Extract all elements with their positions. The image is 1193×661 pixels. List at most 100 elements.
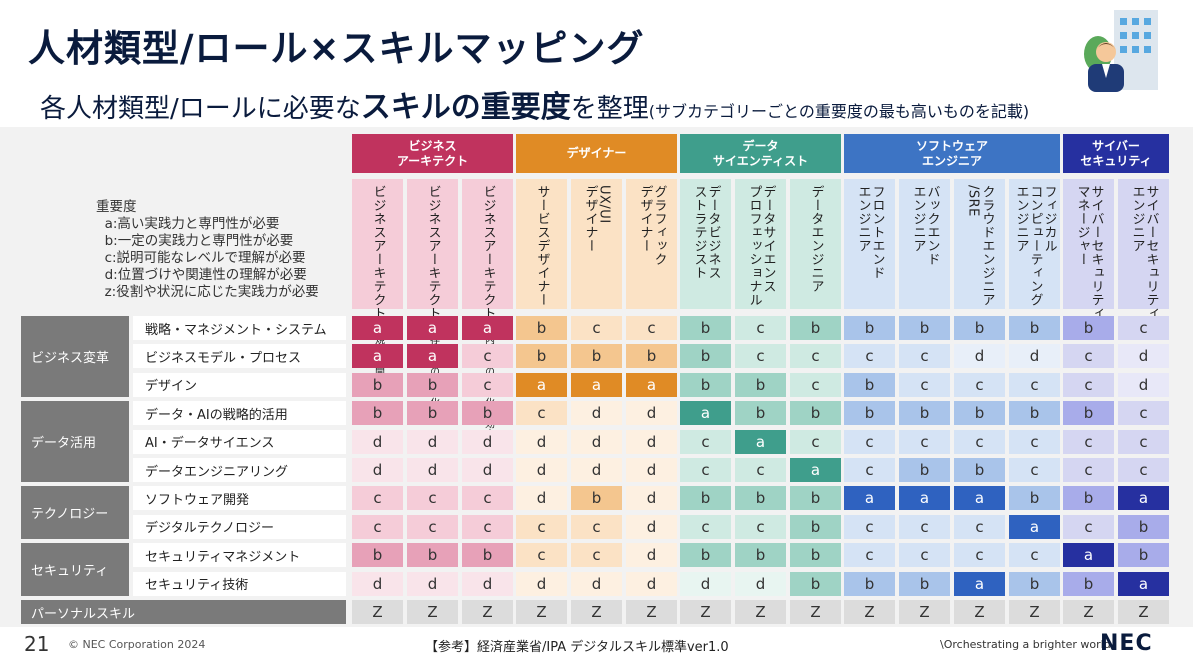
skill-group: データ活用	[21, 401, 129, 483]
brand-tagline: \Orchestrating a brighter world	[940, 638, 1111, 651]
legend-line: c:説明可能なレベルで理解が必要	[96, 250, 306, 266]
legend-line: z:役割や状況に応じた実践力が必要	[96, 284, 319, 300]
importance-cell: d	[516, 486, 567, 511]
importance-cell: c	[1063, 372, 1114, 397]
subtitle-note: (サブカテゴリーごとの重要度の最も高いものを記載)	[648, 102, 1030, 121]
role-label: フィジカル コンピューティング エンジニア	[1013, 185, 1057, 307]
importance-cell: b	[462, 401, 513, 426]
personal-skill-cell: Z	[1009, 600, 1060, 624]
importance-cell: c	[462, 344, 513, 369]
importance-cell: a	[1063, 543, 1114, 568]
importance-cell: b	[1063, 401, 1114, 426]
role-label: データエンジニア	[808, 185, 824, 293]
skill-label: セキュリティマネジメント	[133, 543, 346, 568]
importance-cell: a	[899, 486, 950, 511]
role-title: フロントエンド エンジニア	[855, 185, 885, 280]
role-header: サイバーセキュリティ エンジニア	[1118, 179, 1169, 320]
role-label: グラフィック デザイナー	[638, 185, 667, 266]
personal-skill-cell: Z	[626, 600, 677, 624]
skill-label: 戦略・マネジメント・システム	[133, 316, 346, 340]
personal-skill-cell: Z	[790, 600, 841, 624]
importance-cell: c	[1063, 344, 1114, 369]
importance-cell: c	[790, 372, 841, 397]
importance-cell: b	[844, 401, 895, 426]
importance-cell: c	[954, 429, 1005, 454]
role-label: サイバーセキュリティ マネージャー	[1074, 185, 1104, 320]
importance-cell: b	[899, 458, 950, 482]
role-label: サイバーセキュリティ エンジニア	[1129, 185, 1159, 320]
importance-cell: c	[352, 514, 403, 539]
importance-cell: b	[735, 486, 786, 511]
category-header: サイバー セキュリティ	[1063, 134, 1169, 173]
importance-cell: c	[1063, 429, 1114, 454]
importance-cell: a	[735, 429, 786, 454]
importance-cell: d	[626, 543, 677, 568]
copyright: © NEC Corporation 2024	[68, 638, 206, 651]
importance-cell: b	[1063, 316, 1114, 340]
importance-legend: 重要度 a:高い実践力と専門性が必要 b:一定の実践力と専門性が必要 c:説明可…	[96, 199, 319, 301]
personal-skill-cell: Z	[899, 600, 950, 624]
importance-cell: b	[1009, 571, 1060, 596]
importance-cell: c	[462, 372, 513, 397]
importance-cell: c	[844, 429, 895, 454]
importance-cell: d	[626, 571, 677, 596]
importance-cell: d	[352, 429, 403, 454]
importance-cell: c	[516, 543, 567, 568]
importance-cell: b	[407, 543, 458, 568]
importance-cell: c	[790, 344, 841, 369]
role-label: クラウドエンジニア /SRE	[966, 185, 995, 307]
importance-cell: c	[899, 429, 950, 454]
role-title: サイバーセキュリティ マネージャー	[1074, 185, 1104, 320]
importance-cell: b	[462, 543, 513, 568]
importance-cell: b	[407, 372, 458, 397]
importance-cell: c	[899, 344, 950, 369]
importance-cell: a	[352, 316, 403, 340]
subtitle-emphasis: スキルの重要度	[360, 90, 571, 125]
importance-cell: b	[844, 316, 895, 340]
category-header: データ サイエンティスト	[680, 134, 841, 173]
role-title: データサイエンス プロフェッショナル	[746, 185, 776, 307]
importance-cell: b	[407, 401, 458, 426]
personal-skill-cell: Z	[844, 600, 895, 624]
importance-cell: d	[626, 458, 677, 482]
importance-cell: c	[844, 344, 895, 369]
importance-cell: d	[1009, 344, 1060, 369]
importance-cell: c	[954, 514, 1005, 539]
personal-skill-cell: Z	[407, 600, 458, 624]
importance-cell: b	[954, 316, 1005, 340]
role-label: データビジネス ストラテジスト	[691, 185, 721, 280]
role-header: クラウドエンジニア /SRE	[954, 179, 1005, 309]
importance-cell: c	[680, 429, 731, 454]
importance-cell: b	[1009, 401, 1060, 426]
importance-cell: b	[680, 543, 731, 568]
category-header: デザイナー	[516, 134, 677, 173]
role-label: バックエンド エンジニア	[911, 185, 940, 266]
importance-cell: b	[954, 458, 1005, 482]
importance-cell: c	[516, 401, 567, 426]
category-header: ビジネス アーキテクト	[352, 134, 513, 173]
importance-cell: a	[462, 316, 513, 340]
role-title: サイバーセキュリティ エンジニア	[1129, 185, 1159, 320]
nec-logo: NEC	[1100, 631, 1153, 656]
importance-cell: c	[407, 514, 458, 539]
role-title: データビジネス ストラテジスト	[691, 185, 721, 280]
importance-cell: b	[790, 401, 841, 426]
importance-cell: b	[680, 486, 731, 511]
subtitle-part3: を整理	[570, 94, 649, 124]
skill-label: ビジネスモデル・プロセス	[133, 344, 346, 369]
role-header: サービスデザイナー	[516, 179, 567, 309]
importance-cell: c	[954, 372, 1005, 397]
role-title: データエンジニア	[808, 185, 824, 293]
importance-cell: b	[790, 316, 841, 340]
importance-cell: b	[352, 543, 403, 568]
importance-cell: b	[844, 372, 895, 397]
importance-cell: a	[1118, 571, 1169, 596]
role-header: ビジネスアーキテクト(社内業務の高度化、効率化)	[462, 179, 513, 455]
role-title: ビジネスアーキテクト	[425, 185, 441, 320]
importance-cell: a	[1118, 486, 1169, 511]
role-title: フィジカル コンピューティング エンジニア	[1013, 185, 1057, 307]
skill-group: テクノロジー	[21, 486, 129, 540]
importance-cell: a	[407, 316, 458, 340]
importance-cell: d	[352, 458, 403, 482]
importance-cell: b	[899, 316, 950, 340]
